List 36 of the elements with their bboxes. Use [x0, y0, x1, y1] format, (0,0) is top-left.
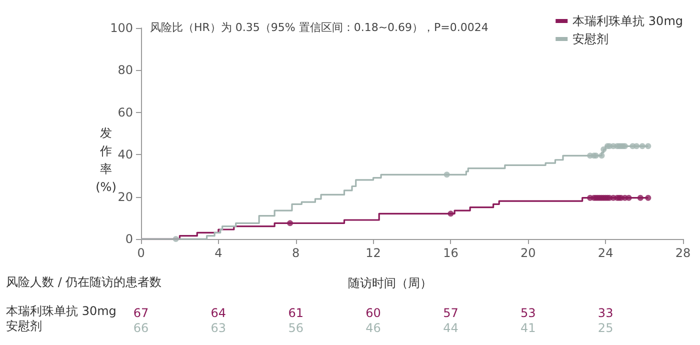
y-tick-label: 40	[118, 148, 133, 162]
x-tick-label: 12	[366, 246, 381, 260]
text: 63	[210, 321, 226, 335]
text: 53	[520, 306, 536, 320]
x-axis-title: 随访时间（周）	[348, 276, 432, 290]
legend-label: 本瑞利珠单抗 30mg	[572, 14, 683, 28]
y-tick-label: 60	[118, 105, 133, 120]
x-tick-label: 24	[598, 246, 614, 260]
annotation: 风险比（HR）为 0.35（95% 置信区间：0.18~0.69），P=0.0024	[150, 21, 488, 34]
x-tick-label: 4	[214, 246, 222, 260]
text: 41	[520, 321, 536, 335]
text: 61	[288, 306, 304, 320]
text: 57	[443, 306, 458, 320]
text: 安慰剂	[6, 319, 42, 333]
y-tick-label: 0	[125, 232, 133, 246]
text: 67	[133, 306, 149, 320]
text: 60	[366, 306, 381, 320]
text: 64	[210, 306, 226, 320]
x-tick-label: 0	[137, 246, 145, 260]
x-tick-label: 16	[443, 246, 458, 260]
x-tick-label: 8	[292, 246, 300, 260]
text: 风险人数 / 仍在随访的患者数	[6, 275, 162, 289]
legend-label: 安慰剂	[572, 32, 609, 46]
y-tick-label: 20	[118, 190, 133, 204]
y-tick-label: 80	[118, 63, 133, 78]
text: 46	[366, 321, 381, 335]
text: 44	[443, 321, 458, 335]
y-tick-label: 100	[110, 21, 133, 35]
x-tick-label: 20	[520, 246, 536, 260]
text: 25	[598, 321, 614, 335]
x-tick-label: 28	[675, 246, 691, 260]
y-axis-title: 发作率(%)	[96, 126, 116, 194]
text: 66	[133, 321, 149, 335]
text: 56	[288, 321, 304, 335]
text: 33	[598, 306, 614, 320]
text: 本瑞利珠单抗 30mg	[6, 304, 116, 318]
